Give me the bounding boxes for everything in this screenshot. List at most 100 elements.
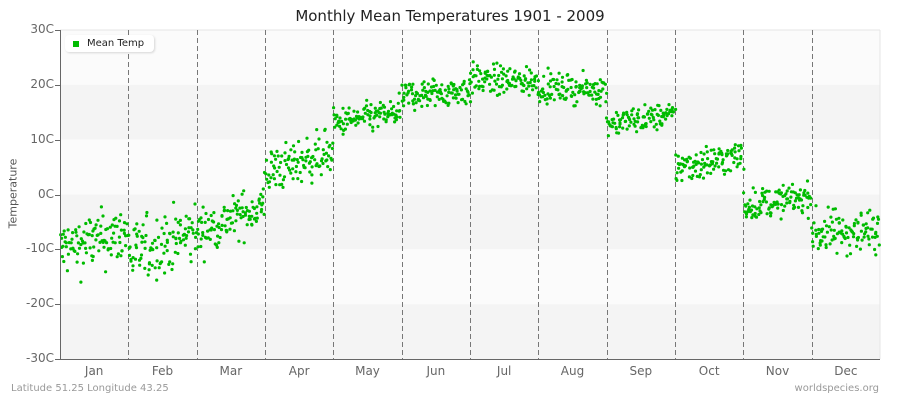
- data-point: [534, 86, 538, 90]
- data-point: [340, 119, 344, 123]
- data-point: [652, 118, 656, 122]
- data-point: [713, 152, 717, 156]
- data-point: [517, 72, 522, 76]
- data-point: [295, 158, 299, 162]
- data-point: [167, 262, 171, 266]
- data-point: [264, 172, 268, 176]
- data-point: [645, 112, 650, 116]
- data-point: [430, 91, 434, 96]
- data-point: [690, 176, 694, 181]
- data-point: [841, 218, 845, 222]
- data-point: [141, 236, 145, 240]
- data-point: [165, 249, 169, 253]
- data-point: [617, 131, 621, 135]
- data-point: [536, 90, 541, 95]
- data-point: [400, 83, 404, 87]
- data-point: [726, 148, 730, 153]
- data-point: [368, 123, 372, 127]
- data-point: [382, 117, 386, 121]
- data-point: [546, 82, 550, 86]
- data-point: [532, 84, 536, 88]
- data-point: [301, 158, 305, 162]
- data-point: [814, 234, 819, 238]
- x-tick-label-jul: Jul: [496, 364, 512, 378]
- data-point: [71, 247, 75, 251]
- data-point: [217, 222, 221, 226]
- data-point: [321, 161, 325, 166]
- data-point: [242, 189, 246, 193]
- data-point: [388, 100, 393, 104]
- data-point: [139, 253, 144, 257]
- data-point: [479, 72, 483, 76]
- data-point: [328, 168, 332, 172]
- data-point: [204, 211, 208, 216]
- data-point: [826, 205, 830, 209]
- data-point: [558, 96, 562, 100]
- data-point: [150, 241, 155, 245]
- data-point: [569, 85, 573, 90]
- data-point: [614, 127, 618, 131]
- data-point: [410, 92, 415, 96]
- data-point: [254, 219, 258, 223]
- x-tick-label-aug: Aug: [560, 364, 585, 378]
- y-tick-label: -30C: [26, 351, 54, 365]
- data-point: [542, 74, 546, 78]
- data-point: [321, 148, 325, 152]
- data-point: [139, 256, 143, 260]
- data-point: [235, 212, 239, 216]
- data-point: [481, 88, 485, 93]
- data-point: [659, 108, 663, 112]
- data-point: [102, 245, 106, 249]
- data-point: [606, 134, 611, 138]
- data-point: [637, 116, 641, 120]
- data-point: [160, 226, 164, 230]
- data-point: [117, 235, 121, 239]
- data-point: [119, 213, 123, 217]
- data-point: [407, 82, 412, 86]
- data-point: [499, 70, 504, 74]
- data-point: [705, 163, 709, 167]
- x-tick-label-nov: Nov: [765, 364, 790, 378]
- y-tick-label: -20C: [26, 296, 54, 311]
- data-point: [174, 217, 178, 221]
- data-point: [474, 74, 478, 78]
- data-point: [108, 225, 112, 229]
- data-point: [79, 243, 83, 247]
- data-point: [806, 216, 810, 220]
- data-point: [188, 217, 192, 221]
- data-point: [598, 78, 602, 82]
- data-point: [739, 157, 743, 161]
- data-point: [843, 236, 847, 241]
- data-point: [119, 254, 123, 258]
- data-point: [300, 150, 304, 154]
- data-point: [706, 157, 710, 161]
- data-point: [420, 104, 424, 108]
- data-point: [325, 140, 329, 144]
- data-point: [426, 82, 430, 86]
- data-point: [692, 164, 696, 168]
- data-point: [858, 247, 863, 251]
- data-point: [514, 84, 518, 88]
- data-point: [866, 234, 870, 238]
- data-point: [614, 110, 619, 115]
- y-tick-label: 30C: [30, 22, 54, 36]
- data-point: [705, 171, 710, 175]
- data-point: [202, 260, 206, 264]
- data-point: [534, 74, 539, 78]
- data-point: [110, 223, 114, 227]
- data-point: [291, 144, 296, 148]
- data-point: [757, 212, 761, 217]
- data-point: [199, 216, 203, 220]
- data-point: [315, 162, 319, 166]
- data-point: [201, 231, 205, 235]
- data-point: [138, 263, 142, 267]
- data-point: [90, 258, 94, 262]
- data-point: [176, 251, 180, 256]
- legend[interactable]: Mean Temp: [65, 35, 155, 52]
- data-point: [413, 108, 417, 112]
- data-point: [311, 154, 315, 159]
- data-point: [825, 230, 830, 234]
- data-point: [193, 247, 197, 251]
- data-point: [165, 221, 169, 225]
